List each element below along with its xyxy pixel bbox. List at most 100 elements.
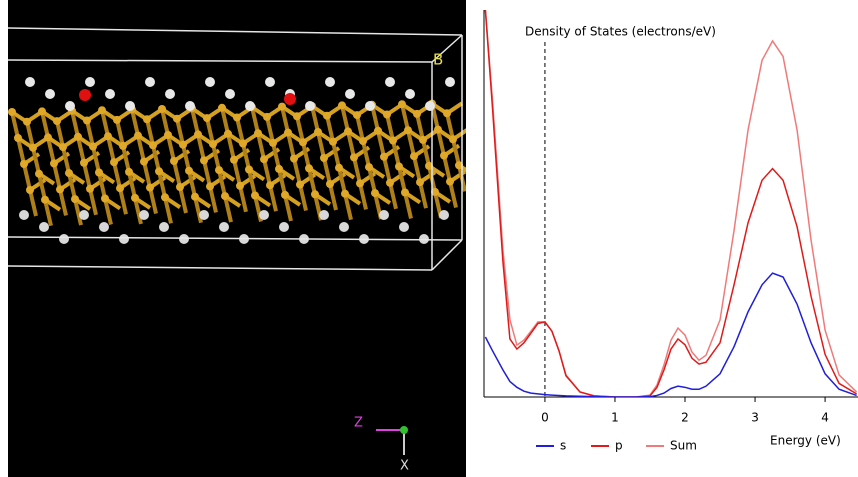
bond [307,167,317,195]
h-atom [105,89,115,99]
cell-edge [431,34,463,63]
x-tick-label: 3 [751,411,759,425]
bond [340,104,350,132]
bond [76,136,86,164]
bond [178,186,188,214]
bond [85,120,95,147]
bond [118,187,128,215]
si-atom [50,159,58,168]
bond [157,170,167,198]
si-atom [275,164,283,173]
si-atom [221,192,229,201]
si-atom [323,111,331,120]
dos-line [484,272,857,397]
si-atom [143,115,151,124]
h-atom [265,77,275,87]
si-atom [284,128,292,137]
bond [187,170,197,198]
si-atom [365,163,373,172]
si-atom [44,133,52,142]
h-atom [139,210,149,220]
bond [202,159,212,187]
si-atom [455,161,463,170]
bond [316,131,326,159]
bond [325,115,335,143]
h-atom [219,222,229,232]
h-atom [125,101,135,111]
chart-title: Density of States (electrons/eV) [525,25,716,39]
si-atom [35,169,43,178]
si-atom [26,186,34,194]
z-axis-label: Z [354,416,363,431]
bond [358,182,368,210]
bond [145,118,155,146]
si-atom [266,181,274,190]
h-atom [345,89,355,99]
bond [142,161,152,189]
si-atom [14,134,22,142]
si-atom [239,139,247,148]
cell-edge [7,27,463,36]
x-tick-label: 4 [821,411,829,425]
bond [160,108,170,136]
h-atom [25,77,35,87]
bond [271,142,281,170]
si-atom [83,116,91,125]
h-atom [279,222,289,232]
h-atom [65,101,75,111]
si-atom [134,131,142,140]
h-atom [19,210,29,220]
si-atom [23,117,31,126]
h-atom [59,234,69,244]
si-atom [251,191,259,200]
o-atom [79,89,91,101]
bond [163,196,173,224]
bond [223,195,233,223]
h-atom [185,101,195,111]
bond [403,192,413,219]
si-atom [173,114,181,123]
cell-axis-label: B [433,51,443,69]
h-atom [179,234,189,244]
si-atom [389,136,397,145]
bond [241,143,251,170]
dos-chart: Density of States (electrons/eV) Energy … [483,10,858,453]
h-atom [439,210,449,220]
si-atom [101,194,109,203]
si-atom [269,138,277,147]
bond [412,155,422,183]
bond [451,138,461,166]
si-atom [431,187,439,196]
bond [382,156,392,184]
bond [265,116,275,144]
bond [193,196,203,224]
bond [100,109,110,137]
legend-label: s [560,439,566,453]
si-atom [335,163,343,172]
h-atom [159,222,169,232]
si-atom [65,169,73,178]
x-axis-label: X [400,459,409,474]
bond [232,159,242,187]
molecule [8,77,476,244]
bond [22,163,32,191]
bond [292,158,302,186]
bond [277,168,287,196]
bond [91,146,101,173]
bond [256,132,266,160]
bond [46,136,56,164]
si-atom [278,102,286,111]
bond [190,107,200,135]
si-atom [74,132,82,141]
si-atom [86,184,94,193]
si-atom [71,195,79,204]
si-atom [8,108,16,116]
cell-edge [7,59,433,63]
si-atom [440,151,448,160]
si-atom [104,132,112,141]
si-atom [395,162,403,171]
h-atom [319,210,329,220]
bond [67,172,77,200]
bond [445,112,455,140]
